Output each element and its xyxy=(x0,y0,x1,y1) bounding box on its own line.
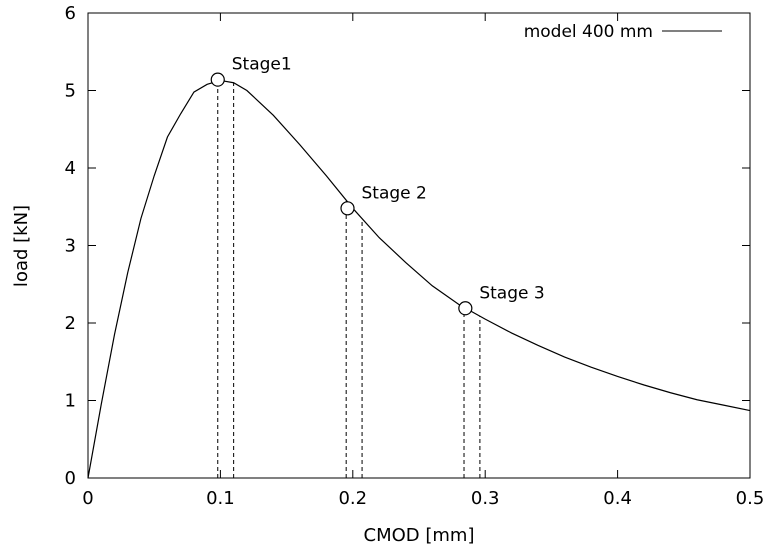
legend: model 400 mm xyxy=(524,22,722,42)
stage-label: Stage 2 xyxy=(362,183,427,203)
tick-labels: 0 0.1 0.2 0.3 0.4 0.5 0 1 2 3 4 5 6 xyxy=(65,3,765,509)
y-axis-title: load [kN] xyxy=(11,205,32,287)
stage-label: Stage 3 xyxy=(479,283,544,303)
x-tick-label: 0.2 xyxy=(338,488,367,509)
x-tick-label: 0.3 xyxy=(471,488,500,509)
x-axis-title: CMOD [mm] xyxy=(364,525,475,546)
y-tick-label: 6 xyxy=(65,3,76,24)
stage-marker xyxy=(210,72,225,87)
plot-marks: Stage1 Stage 2 Stage 3 xyxy=(87,55,751,479)
plot-frame xyxy=(87,12,751,479)
axis-ticks xyxy=(87,12,751,479)
legend-label: model 400 mm xyxy=(524,22,653,42)
y-tick-label: 2 xyxy=(65,313,76,334)
series-line xyxy=(87,79,751,479)
stage-label: Stage1 xyxy=(232,55,292,75)
x-tick-label: 0.4 xyxy=(603,488,632,509)
x-tick-label: 0 xyxy=(82,488,93,509)
y-tick-label: 5 xyxy=(65,81,76,102)
stage-marker xyxy=(340,201,355,216)
y-tick-label: 0 xyxy=(65,468,76,489)
x-tick-label: 0.5 xyxy=(736,488,765,509)
y-tick-label: 4 xyxy=(65,158,76,179)
x-tick-label: 0.1 xyxy=(206,488,235,509)
y-tick-label: 3 xyxy=(65,236,76,257)
stage-marker xyxy=(458,301,473,316)
y-tick-label: 1 xyxy=(65,391,76,412)
